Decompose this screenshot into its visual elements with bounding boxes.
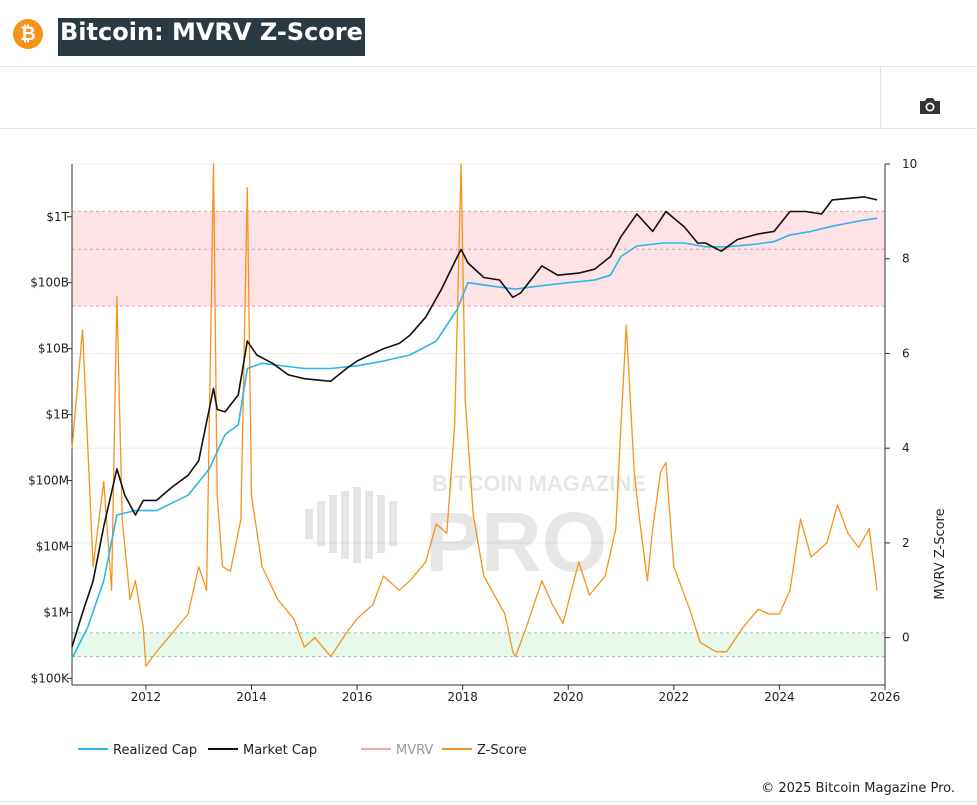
left-tick-label: $100M: [28, 474, 69, 488]
legend-item-z-score[interactable]: Z-Score: [442, 743, 527, 758]
left-tick-label: $10M: [36, 540, 69, 554]
legend-item-realized-cap[interactable]: Realized Cap: [78, 743, 197, 758]
right-tick-label: 10: [902, 157, 917, 171]
legend-label: Z-Score: [477, 743, 527, 758]
gridlines: [72, 163, 885, 639]
left-tick-label: $10B: [38, 342, 69, 356]
right-tick-label: 4: [902, 441, 910, 455]
right-tick-label: 2: [902, 536, 910, 550]
x-tick-label: 2014: [236, 690, 267, 704]
left-tick-label: $1T: [46, 210, 69, 224]
left-tick-label: $100K: [31, 671, 71, 685]
series-line-z-score: [71, 163, 878, 667]
x-tick-label: 2026: [870, 690, 901, 704]
right-axis-label: MVRV Z-Score: [933, 508, 948, 599]
legend-swatch: [208, 747, 238, 750]
left-tick-label: $1M: [43, 605, 69, 619]
legend-label: Market Cap: [243, 743, 318, 758]
axes: $100K $1M $10M $100M $1B $10B $100B $1T 0 2 4 6 8 10 2…: [28, 157, 917, 704]
footer-divider: [0, 801, 977, 802]
page-title: Bitcoin: MVRV Z-Score: [58, 18, 365, 56]
left-tick-label: $100B: [30, 276, 69, 290]
watermark-line2: PRO: [425, 495, 607, 589]
x-tick-label: 2012: [131, 690, 162, 704]
copyright: © 2025 Bitcoin Magazine Pro.: [761, 781, 955, 796]
right-tick-label: 8: [902, 252, 910, 266]
camera-icon[interactable]: [918, 96, 942, 116]
watermark-line1: BITCOIN MAGAZINE: [432, 471, 646, 496]
mvrv-chart[interactable]: BITCOIN MAGAZINE PRO $100K$1M$10M$100M$1…: [0, 129, 977, 729]
legend-item-market-cap[interactable]: Market Cap: [208, 743, 317, 758]
legend-label: Realized Cap: [113, 743, 198, 758]
series-line-realized-cap: [71, 217, 878, 659]
toolbar-divider: [880, 66, 881, 128]
watermark-logo-icon: [305, 487, 397, 563]
legend-label: MVRV: [396, 743, 434, 758]
bitcoin-icon: ₿: [13, 19, 43, 49]
legend-swatch: [78, 747, 108, 750]
x-tick-label: 2018: [447, 690, 478, 704]
x-tick-label: 2022: [659, 690, 690, 704]
legend-item-mvrv[interactable]: MVRV: [361, 743, 433, 758]
page-header: ₿ Bitcoin: MVRV Z-Score: [0, 0, 977, 67]
watermark: BITCOIN MAGAZINE PRO: [305, 471, 646, 589]
right-tick-label: 6: [902, 346, 910, 360]
series-lines: [71, 163, 878, 667]
x-tick-label: 2020: [553, 690, 584, 704]
legend-swatch: [442, 747, 472, 750]
x-tick-label: 2024: [764, 690, 795, 704]
left-tick-label: $1B: [45, 408, 69, 422]
legend-swatch: [361, 747, 391, 750]
x-tick-label: 2016: [342, 690, 373, 704]
series-line-market-cap: [71, 196, 878, 648]
right-tick-label: 0: [902, 631, 910, 645]
chart-toolbar: [0, 66, 977, 129]
undervalued-zone: [72, 632, 885, 657]
